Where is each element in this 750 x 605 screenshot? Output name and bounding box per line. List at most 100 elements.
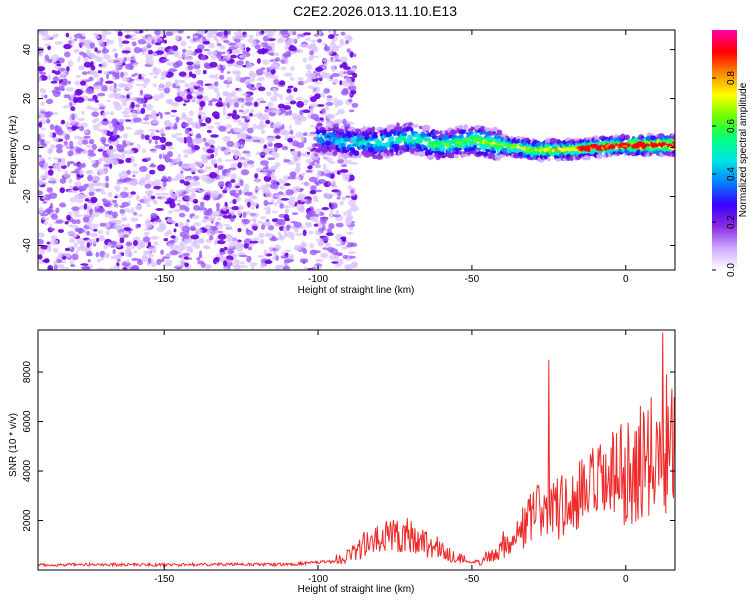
- noise-blob: [258, 232, 265, 239]
- noise-blob: [142, 148, 146, 153]
- noise-blob: [315, 258, 324, 263]
- noise-blob: [223, 223, 230, 227]
- noise-blob: [154, 42, 162, 46]
- noise-blob: [290, 66, 295, 71]
- noise-blob: [288, 45, 297, 52]
- noise-blob: [159, 129, 165, 135]
- noise-blob: [162, 34, 167, 39]
- noise-blob: [120, 98, 129, 103]
- noise-blob: [279, 128, 287, 136]
- noise-blob: [152, 114, 158, 121]
- noise-blob: [49, 224, 53, 227]
- noise-blob: [38, 254, 43, 260]
- noise-blob: [341, 164, 347, 168]
- noise-blob: [287, 85, 294, 89]
- noise-blob: [80, 151, 89, 154]
- noise-blob: [80, 65, 84, 70]
- noise-blob: [206, 129, 212, 133]
- noise-blob: [155, 50, 165, 55]
- noise-blob: [107, 191, 113, 198]
- noise-blob: [321, 224, 326, 231]
- noise-blob: [123, 227, 131, 231]
- noise-blob: [38, 66, 46, 72]
- noise-blob: [121, 40, 130, 44]
- noise-blob: [145, 220, 150, 226]
- ridge-blob: [369, 149, 375, 153]
- noise-blob: [321, 91, 326, 99]
- noise-blob: [188, 196, 194, 203]
- noise-blob: [273, 250, 278, 257]
- noise-blob: [151, 120, 159, 124]
- noise-blob: [309, 243, 314, 249]
- noise-blob: [309, 190, 317, 195]
- noise-blob: [292, 185, 301, 193]
- noise-blob: [125, 241, 132, 247]
- ridge-blob: [497, 129, 503, 134]
- noise-blob: [346, 70, 355, 74]
- noise-blob: [153, 52, 158, 56]
- noise-blob: [59, 187, 66, 194]
- noise-blob: [108, 267, 113, 270]
- noise-blob: [77, 163, 83, 170]
- noise-blob: [53, 260, 58, 266]
- noise-blob: [165, 259, 173, 265]
- noise-blob: [340, 31, 346, 36]
- noise-blob: [194, 243, 201, 250]
- noise-blob: [296, 97, 304, 101]
- noise-blob: [207, 139, 216, 145]
- noise-blob: [342, 254, 349, 260]
- noise-blob: [78, 230, 82, 235]
- noise-blob: [260, 48, 269, 53]
- noise-blob: [328, 202, 332, 208]
- noise-blob: [163, 39, 167, 44]
- noise-blob: [142, 236, 151, 243]
- noise-blob: [126, 57, 133, 61]
- noise-blob: [210, 226, 217, 230]
- noise-blob: [197, 44, 205, 50]
- noise-blob: [219, 45, 226, 50]
- noise-blob: [244, 96, 253, 102]
- ridge-blob: [316, 122, 323, 128]
- noise-blob: [305, 73, 309, 77]
- noise-blob: [218, 181, 225, 188]
- noise-blob: [125, 157, 133, 163]
- noise-blob: [178, 79, 185, 84]
- spectrogram-frame: [37, 29, 676, 271]
- noise-blob: [95, 188, 105, 193]
- noise-blob: [49, 124, 55, 130]
- noise-blob: [201, 219, 207, 224]
- noise-blob: [223, 267, 229, 270]
- noise-blob: [259, 100, 267, 104]
- noise-blob: [40, 127, 46, 131]
- noise-blob: [196, 30, 206, 35]
- noise-blob: [238, 30, 242, 34]
- noise-blob: [320, 252, 329, 259]
- noise-blob: [287, 52, 291, 58]
- noise-blob: [222, 215, 230, 219]
- noise-blob: [69, 118, 77, 125]
- noise-blob: [70, 170, 79, 174]
- noise-blob: [99, 77, 104, 84]
- noise-blob: [214, 73, 219, 80]
- noise-blob: [206, 229, 216, 237]
- noise-blob: [50, 235, 58, 241]
- noise-blob: [119, 205, 126, 209]
- ridge-blob: [411, 124, 419, 128]
- noise-blob: [305, 222, 313, 228]
- noise-blob: [172, 158, 180, 164]
- noise-blob: [93, 229, 98, 232]
- noise-blob: [193, 35, 199, 39]
- noise-blob: [197, 260, 205, 265]
- noise-blob: [103, 244, 108, 250]
- snr-frame: [37, 329, 676, 571]
- noise-blob: [81, 111, 85, 115]
- y-tick-label: 4000: [22, 459, 33, 482]
- noise-blob: [136, 97, 146, 104]
- chart-title: C2E2.2026.013.11.10.E13: [293, 3, 457, 19]
- noise-blob: [122, 76, 130, 82]
- noise-blob: [339, 80, 343, 86]
- ridge-blob: [424, 124, 431, 131]
- noise-blob: [96, 267, 106, 270]
- noise-blob: [46, 241, 51, 245]
- noise-blob: [184, 127, 190, 135]
